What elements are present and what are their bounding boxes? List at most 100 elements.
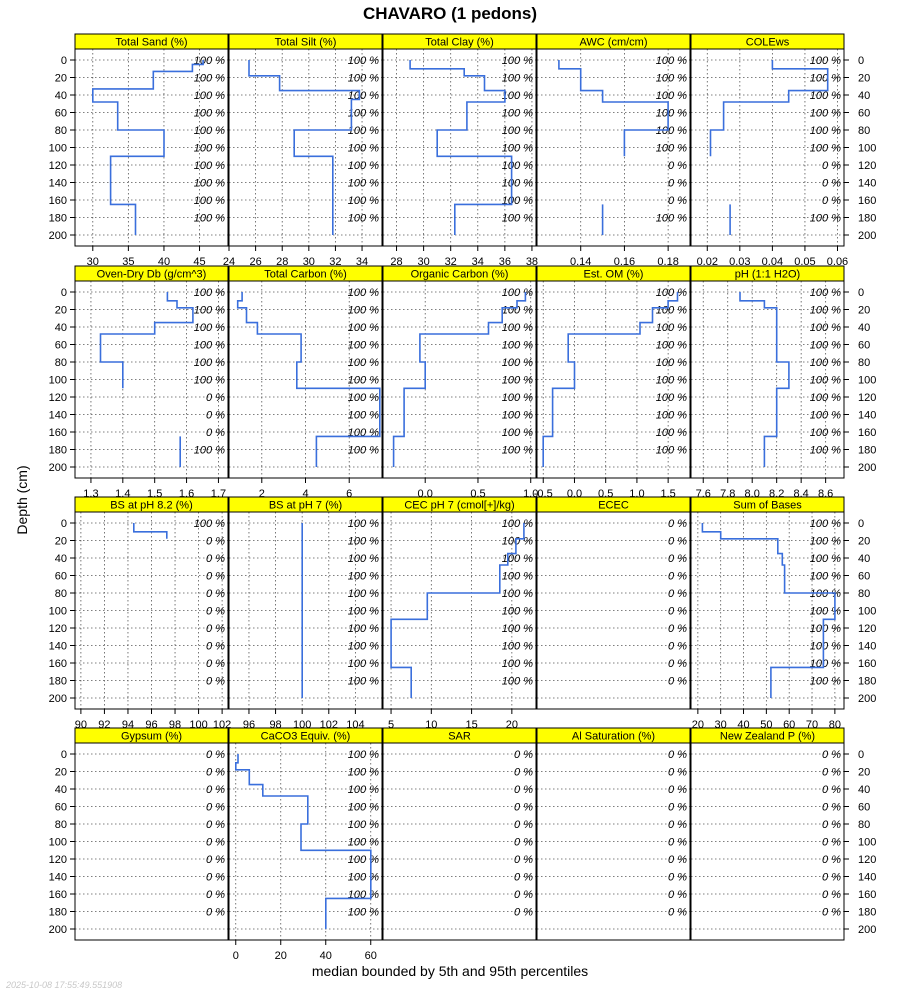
data-label: 100 % [502,427,533,439]
data-label: 0 % [668,160,687,172]
data-label: 100 % [194,375,225,387]
data-label: 100 % [194,90,225,102]
data-label: 100 % [502,287,533,299]
data-label: 100 % [810,213,841,225]
data-label: 0 % [668,767,687,779]
data-label: 100 % [502,73,533,85]
y-tick-label: 20 [55,305,67,317]
y-tick-label: 160 [858,658,876,670]
y-tick-label: 140 [858,641,876,653]
data-label: 100 % [348,819,379,831]
data-label: 0 % [668,571,687,583]
x-tick-label: 30 [87,256,99,268]
data-label: 100 % [502,392,533,404]
data-label: 0 % [206,767,225,779]
panel-title: SAR [448,731,471,743]
data-label: 100 % [194,445,225,457]
x-tick-label: 4 [302,488,308,500]
data-label: 100 % [348,588,379,600]
panel: BS at pH 7 (%) 100 % 100 % 100 % 100 % 100 % 1… [228,496,383,731]
y-tick-label: 180 [49,676,67,688]
y-tick-label: 200 [858,462,876,474]
panel: CEC pH 7 (cmol[+]/kg) 100 % 100 % 100 % 100 … [382,496,537,731]
data-label: 100 % [502,623,533,635]
panel-title: Total Sand (%) [115,37,187,49]
data-label: 100 % [348,767,379,779]
panel: Total Silt (%) 100 % 100 % 100 % 100 % 100 % 1… [223,33,383,268]
data-label: 100 % [810,518,841,530]
x-tick-label: 34 [472,256,484,268]
y-tick-label: 100 [858,606,876,618]
x-tick-label: 6 [346,488,352,500]
data-label: 100 % [502,55,533,67]
data-label: 100 % [810,571,841,583]
data-label: 100 % [348,73,379,85]
data-label: 100 % [502,588,533,600]
data-label: 100 % [194,213,225,225]
panel-frame [228,48,383,247]
data-label: 0 % [206,427,225,439]
data-label: 100 % [194,340,225,352]
y-tick-label: 120 [858,392,876,404]
y-tick-label: 180 [858,213,876,225]
data-label: 0 % [822,819,841,831]
data-label: 100 % [348,357,379,369]
series-line [133,523,168,539]
data-label: 0 % [822,837,841,849]
data-label: 0 % [514,907,533,919]
data-label: 100 % [656,410,687,422]
data-label: 0 % [206,819,225,831]
data-label: 100 % [810,641,841,653]
data-label: 100 % [810,445,841,457]
data-label: 100 % [348,676,379,688]
data-label: 100 % [810,73,841,85]
series-line [390,523,525,698]
panel: COLEws 100 % 100 % 100 % 100 % 100 % 100 % 0 % 0… [690,33,876,268]
y-tick-label: 0 [61,55,67,67]
data-label: 0 % [514,749,533,761]
data-label: 0 % [822,160,841,172]
data-label: 0 % [206,837,225,849]
data-label: 100 % [810,536,841,548]
data-label: 100 % [656,287,687,299]
data-label: 0 % [514,889,533,901]
data-label: 100 % [348,340,379,352]
y-tick-label: 160 [49,658,67,670]
data-label: 0 % [514,872,533,884]
panel-frame [382,511,537,710]
panel: Organic Carbon (%) 100 % 100 % 100 % 100 % 10… [382,265,538,500]
y-tick-label: 0 [61,287,67,299]
x-tick-label: 26 [249,256,261,268]
data-label: 100 % [194,125,225,137]
panel: pH (1:1 H2O) 100 % 100 % 100 % 100 % 100 % 100… [690,265,876,500]
y-tick-label: 40 [55,784,67,796]
data-label: 100 % [348,287,379,299]
data-label: 0 % [668,518,687,530]
y-tick-label: 20 [55,536,67,548]
y-tick-label: 100 [49,143,67,155]
data-label: 0 % [822,889,841,901]
y-tick-label: 160 [858,889,876,901]
y-tick-label: 40 [858,322,870,334]
data-label: 100 % [502,143,533,155]
y-tick-label: 140 [858,872,876,884]
data-label: 100 % [810,90,841,102]
y-tick-label: 20 [858,536,870,548]
data-label: 100 % [194,305,225,317]
x-tick-label: 30 [303,256,315,268]
data-label: 0 % [206,623,225,635]
y-tick-label: 20 [55,73,67,85]
data-label: 100 % [194,195,225,207]
data-label: 100 % [810,392,841,404]
y-tick-label: 180 [49,213,67,225]
data-label: 100 % [810,427,841,439]
data-label: 100 % [810,322,841,334]
data-label: 100 % [348,784,379,796]
panel: New Zealand P (%) 0 % 0 % 0 % 0 % 0 % 0 % 0 % 0 … [690,727,876,941]
data-label: 100 % [194,357,225,369]
series-line [248,60,361,235]
data-label: 100 % [502,606,533,618]
y-tick-label: 20 [55,767,67,779]
panel-frame [382,48,537,247]
panel-frame [382,742,537,941]
